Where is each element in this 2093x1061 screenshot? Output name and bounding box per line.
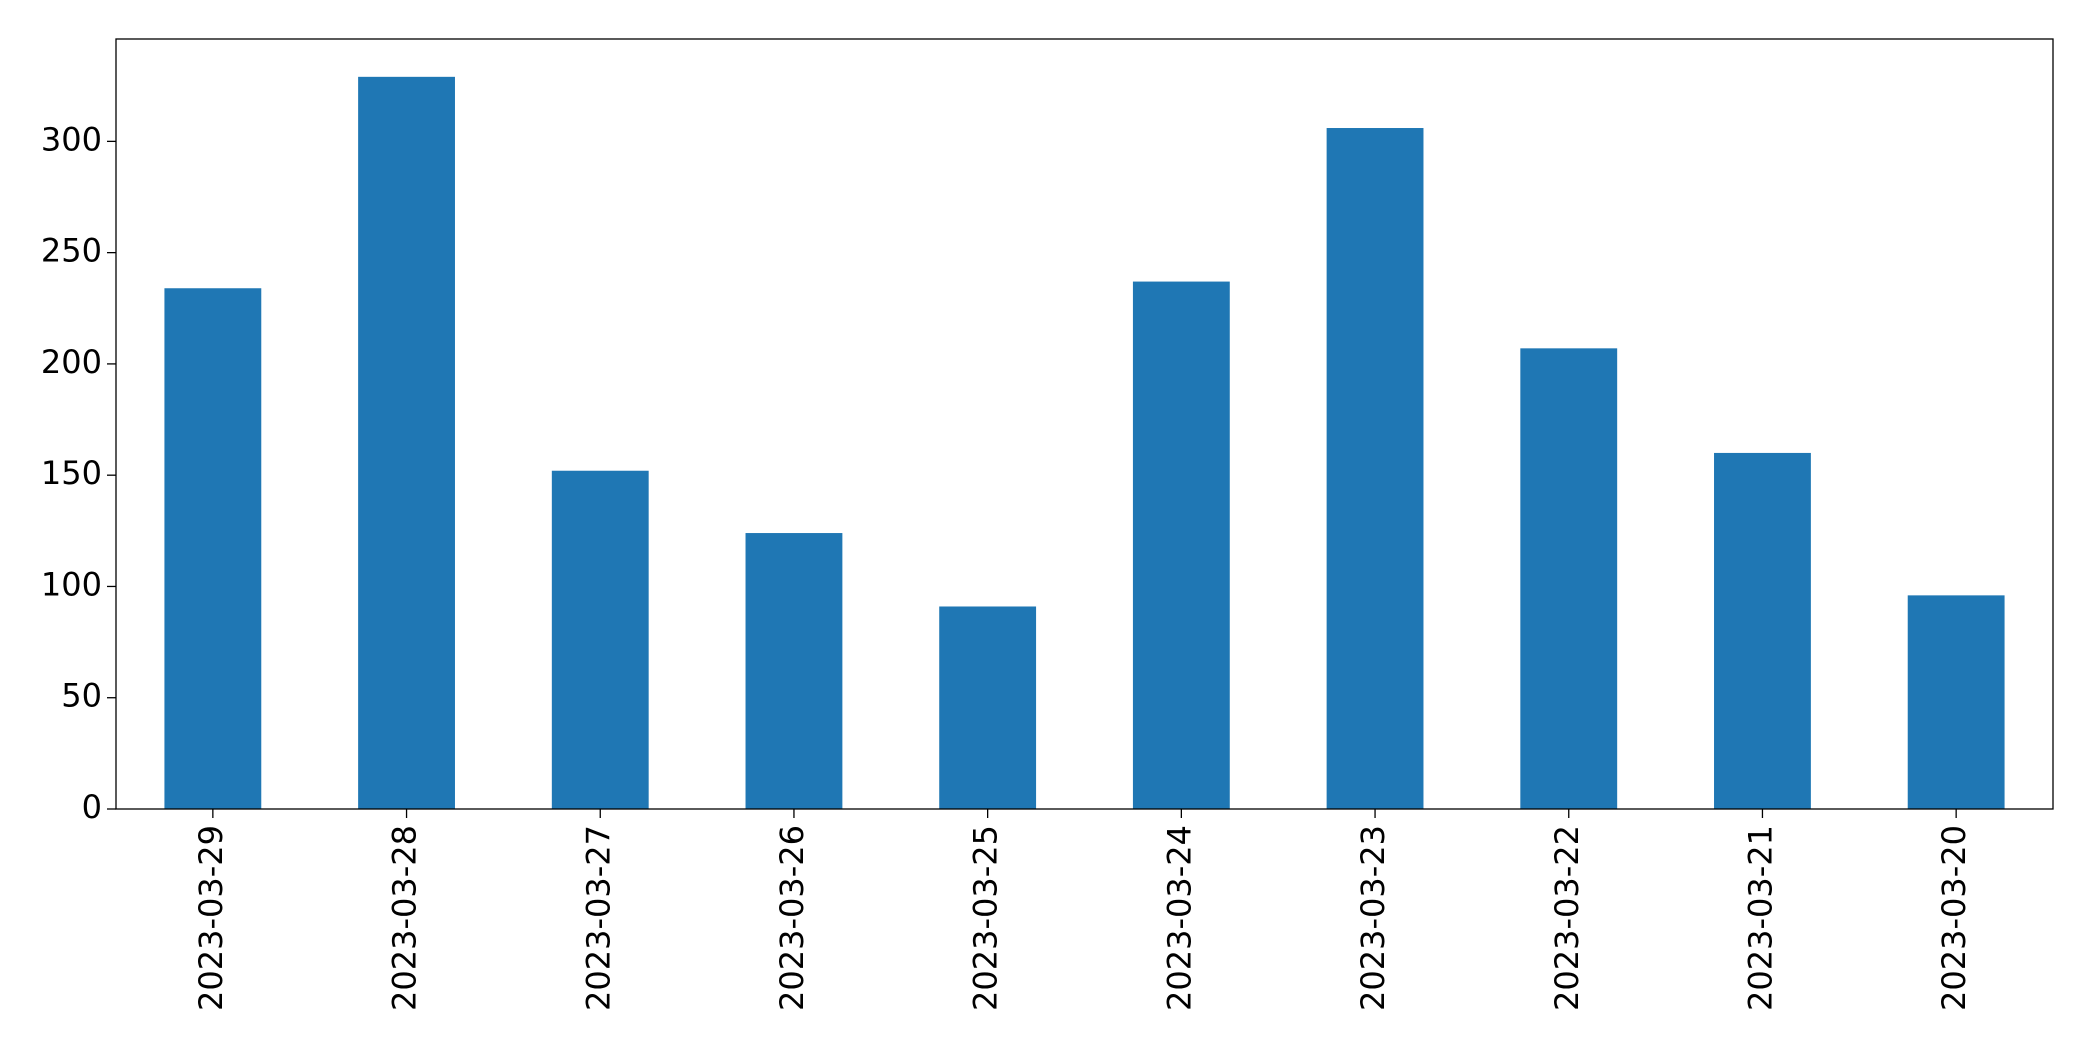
bar [164, 288, 262, 810]
x-tick-label: 2023-03-23 [1354, 825, 1392, 1011]
x-tick-label: 2023-03-29 [192, 825, 230, 1011]
x-tick-label: 2023-03-28 [386, 825, 424, 1011]
bar [1520, 348, 1618, 809]
bar [745, 533, 843, 809]
y-tick-label: 150 [41, 454, 102, 492]
x-tick-label: 2023-03-25 [967, 825, 1005, 1011]
y-tick-label: 100 [41, 565, 102, 603]
y-tick-label: 200 [41, 343, 102, 381]
bar [358, 76, 455, 809]
bar [1907, 595, 2005, 809]
bar [1326, 128, 1424, 809]
y-tick-label: 250 [41, 232, 102, 270]
x-tick-label: 2023-03-27 [579, 825, 617, 1011]
x-tick-label: 2023-03-26 [773, 825, 811, 1011]
plot-frame [115, 38, 2054, 810]
bar [939, 606, 1037, 809]
y-tick-label: 300 [41, 120, 102, 158]
x-tick-label: 2023-03-22 [1548, 825, 1586, 1011]
y-tick-label: 0 [82, 788, 102, 826]
bar [551, 470, 649, 809]
y-tick-label: 50 [61, 677, 102, 715]
bar [1714, 452, 1811, 809]
x-tick-label: 2023-03-21 [1741, 825, 1779, 1011]
bar [1132, 281, 1230, 809]
x-tick-label: 2023-03-24 [1160, 825, 1198, 1011]
x-tick-label: 2023-03-20 [1935, 825, 1973, 1011]
